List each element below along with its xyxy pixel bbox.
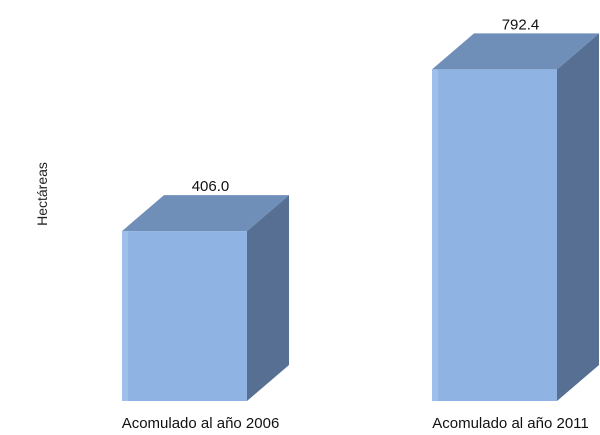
- bar-1-highlight: [122, 231, 128, 401]
- value-label-1: 406.0: [192, 178, 230, 195]
- bar-1-top: [122, 195, 289, 232]
- labels-group: 406.0 Acomulado al año 2006 792.4 Acomulado…: [122, 16, 589, 432]
- bar-1-side: [247, 195, 289, 401]
- bar-2-front: [432, 69, 557, 401]
- bar-1: [122, 195, 289, 401]
- bar-2-top: [432, 33, 599, 70]
- value-label-2: 792.4: [502, 16, 540, 33]
- bars-group: [122, 33, 599, 401]
- bar-1-front: [122, 231, 247, 401]
- bar-2: [432, 33, 599, 401]
- bar-2-highlight: [432, 69, 438, 401]
- bar-2-side: [557, 33, 599, 401]
- category-label-2: Acomulado al año 2011: [432, 415, 589, 432]
- category-label-1: Acomulado al año 2006: [122, 415, 280, 432]
